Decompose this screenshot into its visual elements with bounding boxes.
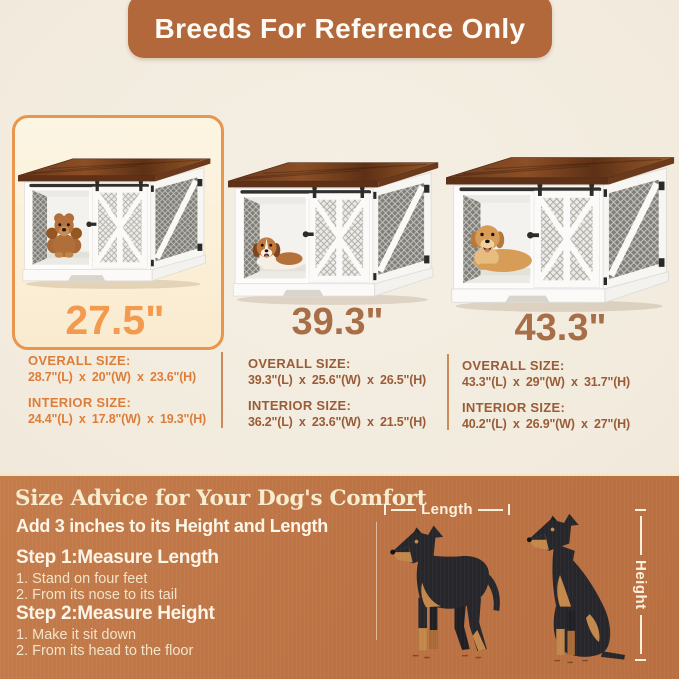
crate-image-medium	[228, 151, 440, 306]
crate-illustration	[228, 163, 438, 305]
height-label: Height	[632, 560, 649, 610]
measure-line	[391, 508, 417, 511]
size-specs-small: OVERALL SIZE: 28.7"(L) x 20"(W) x 23.6"(…	[28, 353, 206, 437]
measure-tick	[635, 509, 646, 511]
crate-image-large	[446, 145, 676, 313]
crate-image-small	[18, 148, 212, 290]
size-label-small: 27.5"	[65, 297, 165, 343]
interior-size-label: INTERIOR SIZE:	[462, 400, 566, 415]
step1-item: 1. Stand on four feet	[16, 571, 148, 587]
overall-size-value: 39.3"(L) x 25.6"(W) x 26.5"(H)	[248, 373, 426, 387]
sitting-dog-illustration	[514, 510, 632, 668]
size-label-medium: 39.3"	[291, 301, 384, 343]
banner-title: Breeds For Reference Only	[154, 13, 526, 44]
size-specs-medium: OVERALL SIZE: 39.3"(L) x 25.6"(W) x 26.5…	[248, 356, 426, 440]
overall-size-label: OVERALL SIZE:	[248, 356, 351, 371]
overall-size-value: 43.3"(L) x 29"(W) x 31.7"(H)	[462, 375, 630, 389]
measure-line	[639, 614, 642, 655]
vertical-divider	[376, 522, 377, 640]
measure-tick	[635, 659, 646, 662]
interior-size-value: 36.2"(L) x 23.6"(W) x 21.5"(H)	[248, 415, 426, 429]
length-label: Length	[421, 501, 473, 518]
advice-title: Size Advice for Your Dog's Comfort	[15, 486, 427, 511]
interior-size-value: 24.4"(L) x 17.8"(W) x 19.3"(H)	[28, 412, 206, 426]
step2-item: 1. Make it sit down	[16, 627, 137, 643]
crate-illustration	[18, 159, 210, 289]
interior-size-label: INTERIOR SIZE:	[28, 395, 132, 410]
measure-line	[477, 508, 504, 511]
overall-size-label: OVERALL SIZE:	[462, 358, 565, 373]
step2-item: 2. From its head to the floor	[16, 643, 194, 659]
size-advice-panel: Size Advice for Your Dog's Comfort Add 3…	[0, 474, 679, 679]
standing-dog-illustration	[378, 516, 512, 668]
height-measure-line: Height	[632, 509, 649, 662]
advice-subtitle: Add 3 inches to its Height and Length	[16, 516, 328, 536]
overall-size-value: 28.7"(L) x 20"(W) x 23.6"(H)	[28, 370, 196, 384]
column-divider	[221, 352, 223, 428]
column-divider	[447, 354, 449, 430]
length-measure-line: Length	[384, 501, 511, 518]
measure-line	[639, 516, 642, 556]
measure-tick	[508, 504, 511, 515]
step2-title: Step 2:Measure Height	[16, 603, 215, 624]
interior-size-label: INTERIOR SIZE:	[248, 398, 352, 413]
size-label-large: 43.3"	[514, 307, 607, 349]
step1-title: Step 1:Measure Length	[16, 547, 219, 568]
overall-size-label: OVERALL SIZE:	[28, 353, 131, 368]
interior-size-value: 40.2"(L) x 26.9"(W) x 27"(H)	[462, 417, 630, 431]
measure-tick	[384, 504, 386, 515]
banner: Breeds For Reference Only	[128, 0, 552, 58]
size-specs-large: OVERALL SIZE: 43.3"(L) x 29"(W) x 31.7"(…	[462, 358, 630, 442]
step1-item: 2. From its nose to its tail	[16, 587, 178, 603]
